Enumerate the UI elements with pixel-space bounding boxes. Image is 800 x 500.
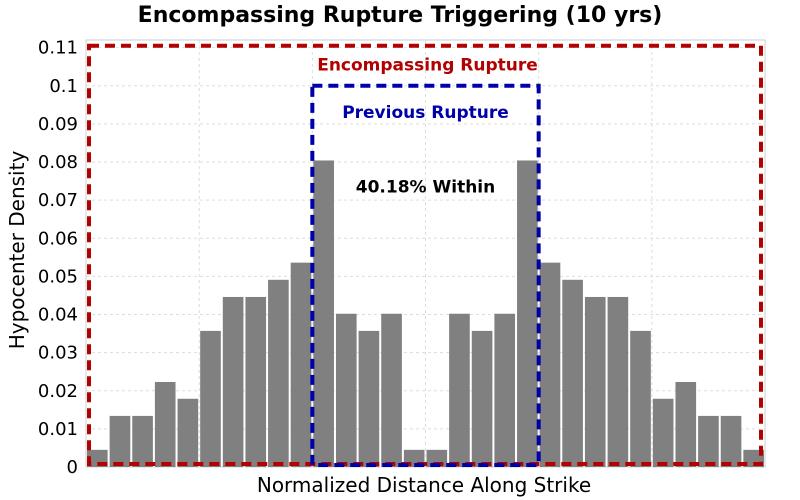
bar-12 [335,313,357,467]
y-tick-label: 0.07 [38,190,78,211]
bar-10 [290,262,312,467]
previous-rupture-box [310,83,541,467]
y-tick-label: 0.05 [38,266,78,287]
bar-26 [652,398,674,467]
bar-23 [584,296,606,467]
bar-27 [675,381,697,467]
bar-19 [494,313,516,467]
bar-3 [132,415,153,467]
within-percentage-label: 40.18% Within [356,178,495,198]
y-tick-label: 0.02 [38,381,78,402]
y-tick-label: 0 [67,457,78,478]
y-tick-label: 0.04 [38,305,78,326]
bar-9 [268,279,289,467]
bar-17 [449,313,470,467]
y-tick-label: 0.09 [38,114,78,135]
bar-8 [245,296,267,467]
chart-title: Encompassing Rupture Triggering (10 yrs) [138,3,663,28]
bars [87,160,764,467]
bar-18 [471,330,493,467]
x-axis-label: Normalized Distance Along Strike [257,473,591,497]
y-tick-label: 0.08 [38,152,78,173]
y-tick-label: 0.11 [38,38,78,59]
bar-25 [630,330,651,467]
bar-11 [313,160,334,467]
bar-5 [177,398,199,467]
y-axis-ticks: 0 0.01 0.02 0.03 0.04 0.05 0.06 0.07 0.08 0.09 0.1… [38,38,78,478]
y-axis-label: Hypocenter Density [5,151,29,350]
bar-4 [154,381,176,467]
encompassing-rupture-box [87,43,763,466]
bar-2 [109,415,131,467]
bar-14 [381,313,402,467]
bar-24 [607,296,629,467]
bar-7 [222,296,244,467]
previous-rupture-label: Previous Rupture [342,103,509,123]
rupture-boxes: Encompassing Rupture Previous Rupture 40.1… [87,43,763,467]
bar-13 [358,330,380,467]
bar-22 [562,279,583,467]
bar-6 [200,330,221,467]
y-tick-label: 0.1 [49,76,78,97]
bar-21 [539,262,561,467]
bar-20 [517,160,538,467]
encompassing-rupture-label: Encompassing Rupture [317,56,538,76]
y-tick-label: 0.06 [38,228,78,249]
y-tick-label: 0.03 [38,343,78,364]
bar-28 [698,415,719,467]
y-tick-label: 0.01 [38,419,78,440]
bar-29 [720,415,742,467]
